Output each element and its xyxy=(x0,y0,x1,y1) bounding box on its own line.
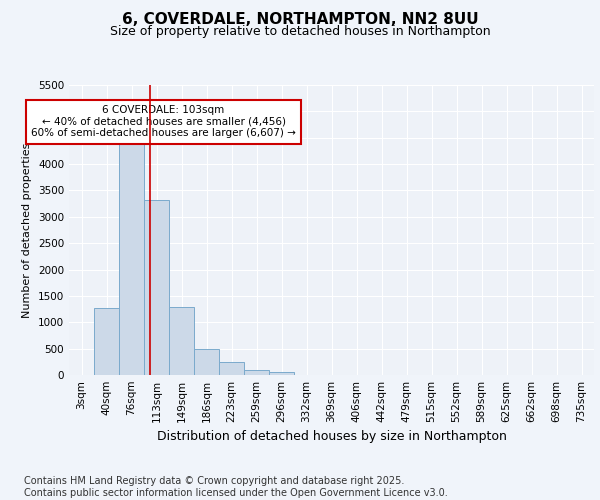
Bar xyxy=(269,372,294,375)
Bar xyxy=(194,348,219,375)
Y-axis label: Number of detached properties: Number of detached properties xyxy=(22,142,32,318)
Text: Size of property relative to detached houses in Northampton: Size of property relative to detached ho… xyxy=(110,25,490,38)
Bar xyxy=(219,362,244,375)
Bar xyxy=(94,308,119,375)
Text: 6, COVERDALE, NORTHAMPTON, NN2 8UU: 6, COVERDALE, NORTHAMPTON, NN2 8UU xyxy=(122,12,478,28)
Bar xyxy=(144,200,169,375)
Text: Contains HM Land Registry data © Crown copyright and database right 2025.
Contai: Contains HM Land Registry data © Crown c… xyxy=(24,476,448,498)
Bar xyxy=(119,144,144,375)
Bar xyxy=(244,370,269,375)
X-axis label: Distribution of detached houses by size in Northampton: Distribution of detached houses by size … xyxy=(157,430,506,444)
Text: 6 COVERDALE: 103sqm
← 40% of detached houses are smaller (4,456)
60% of semi-det: 6 COVERDALE: 103sqm ← 40% of detached ho… xyxy=(31,106,296,138)
Bar xyxy=(169,307,194,375)
